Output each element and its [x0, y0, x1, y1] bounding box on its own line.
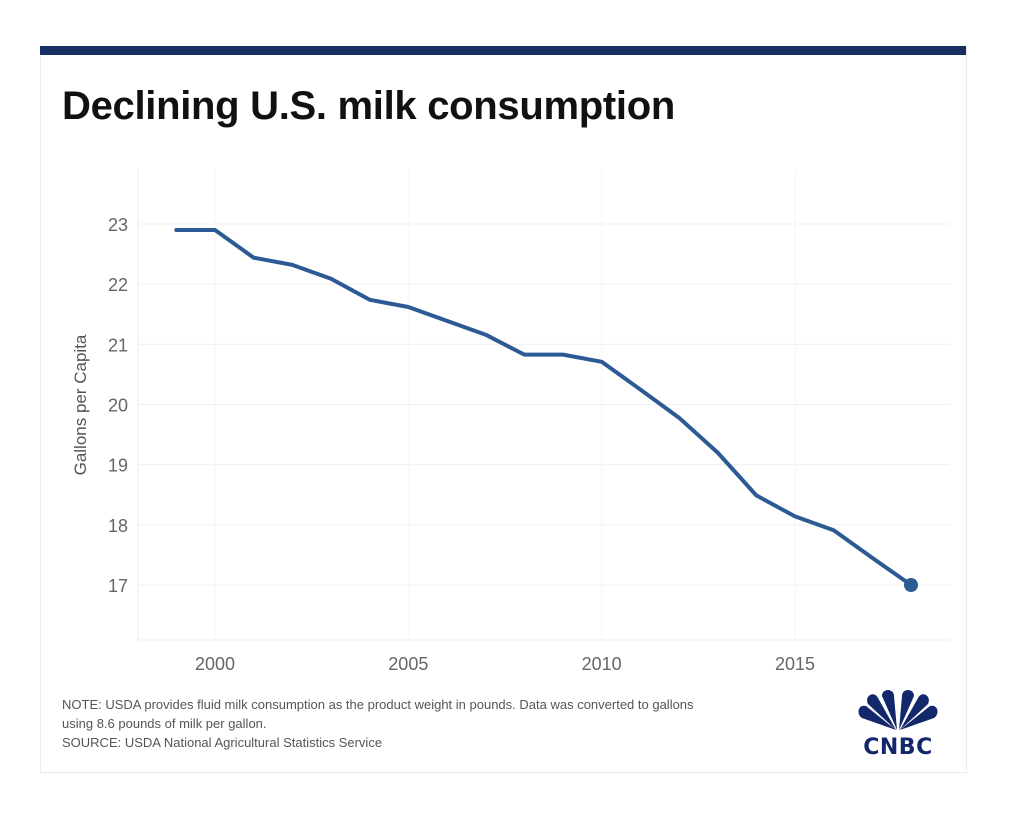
- y-axis-label: Gallons per Capita: [71, 334, 90, 475]
- x-tick-label: 2005: [388, 654, 428, 674]
- top-accent-bar: [40, 46, 966, 55]
- x-tick-label: 2010: [582, 654, 622, 674]
- logo-text: CNBC: [863, 735, 932, 758]
- note-line-1: NOTE: USDA provides fluid milk consumpti…: [62, 697, 694, 712]
- cnbc-logo: CNBC: [852, 688, 944, 760]
- series-line: [174, 228, 913, 587]
- chart-title: Declining U.S. milk consumption: [62, 84, 675, 128]
- y-tick-label: 20: [108, 396, 128, 416]
- series-group: [174, 228, 918, 592]
- source-line: SOURCE: USDA National Agricultural Stati…: [62, 735, 383, 750]
- y-tick-label: 21: [108, 335, 128, 355]
- chart-card: [40, 46, 967, 773]
- y-tick-label: 17: [108, 576, 128, 596]
- y-tick-label: 22: [108, 275, 128, 295]
- note-line-2: using 8.6 pounds of milk per gallon.: [62, 716, 267, 731]
- y-tick-label: 19: [108, 456, 128, 476]
- x-tick-labels: 2000 2005 2010 2015: [195, 654, 815, 674]
- y-tick-labels: 17 18 19 20 21 22 23: [108, 215, 128, 596]
- gridlines: [137, 170, 950, 641]
- y-tick-label: 23: [108, 215, 128, 235]
- peacock-icon: CNBC: [858, 690, 938, 760]
- chart-footnote: NOTE: USDA provides fluid milk consumpti…: [62, 695, 842, 752]
- x-tick-label: 2000: [195, 654, 235, 674]
- end-point-marker: [904, 578, 918, 592]
- x-tick-label: 2015: [775, 654, 815, 674]
- y-tick-label: 18: [108, 516, 128, 536]
